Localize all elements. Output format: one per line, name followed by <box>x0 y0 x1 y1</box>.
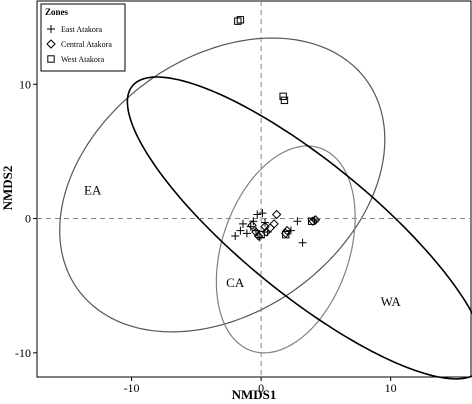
y-axis-title: NMDS2 <box>0 166 15 211</box>
ellipse-layer <box>59 37 472 380</box>
legend-box <box>40 3 126 72</box>
point-east-atakora <box>255 233 264 242</box>
legend-title: Zones <box>45 7 69 17</box>
point-west-atakora <box>307 217 316 225</box>
point-west-atakora <box>279 92 287 101</box>
point-east-atakora <box>246 222 255 231</box>
point-east-atakora <box>298 238 307 247</box>
ellipse-ca <box>215 145 356 354</box>
point-central-atakora <box>251 227 261 237</box>
point-central-atakora <box>308 216 318 226</box>
point-central-atakora <box>271 209 282 220</box>
legend-entry-label: West Atakora <box>61 55 105 64</box>
legend-marker-diamond <box>46 39 56 49</box>
point-east-atakora <box>242 229 251 238</box>
x-axis-title: NMDS1 <box>232 387 277 402</box>
y-tick-label: 10 <box>19 77 31 91</box>
point-west-atakora <box>257 230 265 239</box>
point-west-atakora <box>282 230 290 239</box>
point-west-atakora <box>234 17 242 25</box>
x-tick-label: -10 <box>124 381 140 395</box>
ellipse-label-ea: EA <box>84 182 102 197</box>
legend: Zones East Atakora Central Atakora West Ata… <box>40 3 126 72</box>
point-east-atakora <box>238 219 247 228</box>
x-tick-label: 0 <box>258 381 264 395</box>
point-east-atakora <box>236 226 245 235</box>
point-central-atakora <box>281 228 291 239</box>
legend-marker-plus <box>47 25 55 33</box>
axes-layer: -10 0 10 -10 0 10 <box>15 77 397 395</box>
ellipse-label-ca: CA <box>226 275 245 290</box>
legend-entry-label: Central Atakora <box>61 40 112 49</box>
legend-marker-square <box>47 55 55 63</box>
point-east-atakora <box>253 210 262 219</box>
ellipse-label-wa: WA <box>381 294 402 309</box>
ellipse-wa <box>126 76 472 380</box>
point-east-atakora <box>258 209 267 218</box>
point-central-atakora <box>247 220 257 230</box>
point-east-atakora <box>249 217 258 226</box>
point-central-atakora <box>269 219 279 229</box>
ellipse-ea <box>59 37 386 333</box>
y-tick-label: -10 <box>15 346 31 360</box>
annotations-layer: EA CA WA <box>84 182 401 308</box>
y-tick-label: 0 <box>25 212 31 226</box>
point-central-atakora <box>253 231 264 241</box>
point-central-atakora <box>260 221 270 232</box>
plot-area-frame <box>36 0 472 378</box>
point-central-atakora <box>310 215 321 225</box>
points-layer <box>231 16 321 247</box>
point-east-atakora <box>231 232 240 240</box>
x-tick-label: 10 <box>385 381 397 395</box>
point-west-atakora <box>236 16 245 24</box>
point-west-atakora <box>280 96 289 105</box>
point-central-atakora <box>282 225 292 236</box>
legend-entry-label: East Atakora <box>61 25 103 34</box>
reference-lines <box>37 1 471 377</box>
point-east-atakora <box>293 217 302 226</box>
